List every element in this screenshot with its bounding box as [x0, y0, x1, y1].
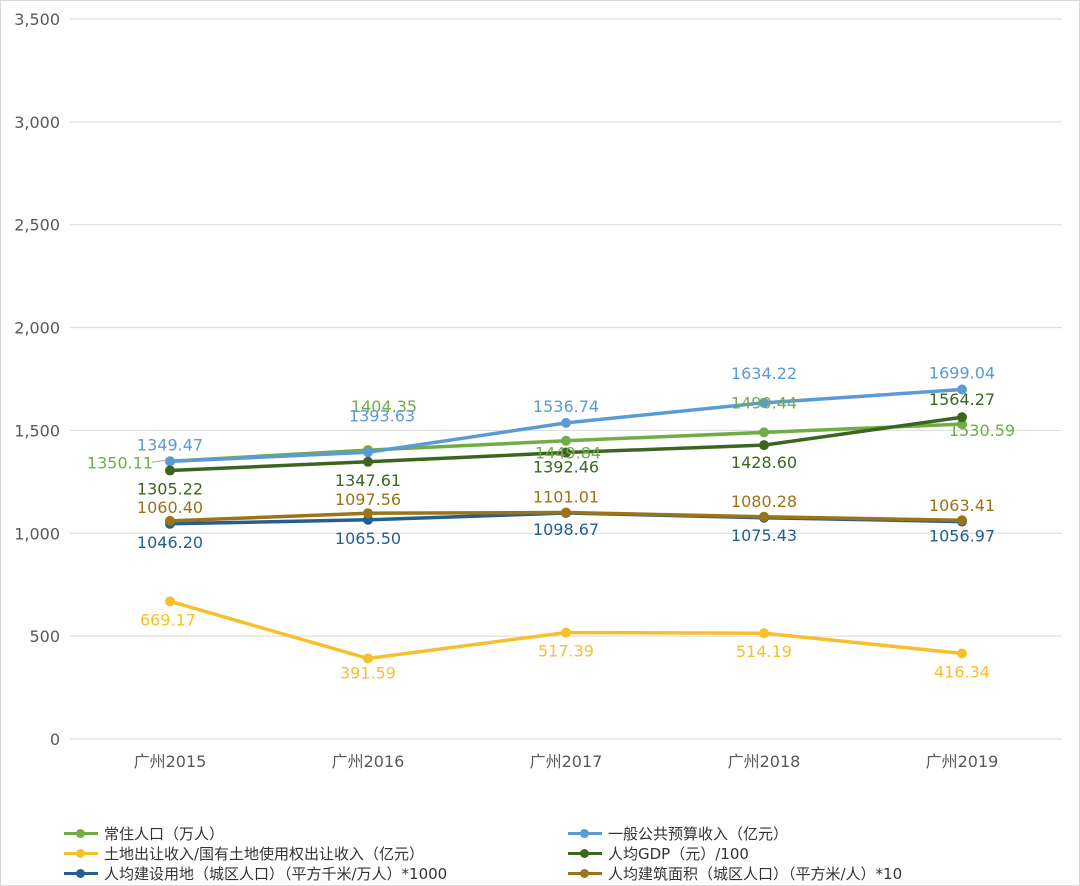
data-label: 1530.59 — [949, 421, 1015, 440]
data-label: 416.34 — [934, 662, 990, 681]
data-label: 1060.40 — [137, 498, 203, 517]
data-label: 1349.47 — [137, 435, 203, 454]
data-point — [759, 628, 769, 639]
data-label: 514.19 — [736, 642, 792, 661]
data-label: 1392.46 — [533, 458, 599, 477]
data-label: 1097.56 — [335, 490, 401, 509]
data-point — [363, 447, 373, 458]
data-point — [561, 417, 571, 428]
data-label: 1634.22 — [731, 364, 797, 383]
data-label: 1490.44 — [731, 393, 797, 412]
data-point — [561, 435, 571, 446]
data-point — [561, 447, 571, 458]
data-label: 391.59 — [340, 663, 396, 682]
data-point — [561, 507, 571, 518]
data-point — [165, 465, 175, 476]
y-tick-label: 500 — [29, 627, 60, 646]
y-tick-label: 0 — [50, 730, 60, 749]
data-label: 1428.60 — [731, 453, 797, 472]
data-label: 1305.22 — [137, 479, 203, 498]
data-label: 517.39 — [538, 642, 594, 661]
data-point — [165, 456, 175, 467]
data-point — [957, 515, 967, 526]
data-point — [759, 397, 769, 408]
x-tick-label: 广州2015 — [134, 752, 207, 771]
data-labels: 1350.11 1404.35 1449.84 1490.44 1530.59 1349.… — [87, 363, 1015, 682]
y-tick-label: 1,500 — [14, 421, 60, 440]
data-label: 1699.04 — [929, 363, 995, 382]
data-label: 1347.61 — [335, 471, 401, 490]
x-tick-label: 广州2018 — [728, 752, 801, 771]
data-point — [363, 508, 373, 519]
y-tick-label: 3,000 — [14, 113, 60, 132]
data-point — [759, 427, 769, 438]
data-label: 669.17 — [140, 610, 196, 629]
data-point — [561, 627, 571, 638]
x-axis: 广州2015 广州2016 广州2017 广州2018 广州2019 — [134, 752, 999, 771]
y-tick-label: 3,500 — [14, 10, 60, 29]
data-label: 1350.11 — [87, 453, 153, 472]
y-tick-label: 1,000 — [14, 524, 60, 543]
data-point — [957, 419, 967, 430]
data-label: 1536.74 — [533, 397, 599, 416]
data-point — [363, 653, 373, 664]
y-axis: 0 500 1,000 1,500 2,000 2,500 3,000 3,500 — [14, 10, 60, 749]
data-point — [759, 511, 769, 522]
data-point — [363, 456, 373, 467]
data-label: 1046.20 — [137, 533, 203, 552]
x-tick-label: 广州2019 — [926, 752, 999, 771]
data-label: 1063.41 — [929, 496, 995, 515]
y-tick-label: 2,000 — [14, 319, 60, 338]
data-label: 1080.28 — [731, 492, 797, 511]
data-label: 1065.50 — [335, 529, 401, 548]
data-point — [165, 515, 175, 526]
data-point — [165, 596, 175, 607]
data-label: 1404.35 — [351, 397, 417, 416]
data-point — [957, 412, 967, 423]
data-label: 1393.63 — [349, 406, 415, 425]
data-point — [957, 384, 967, 395]
data-point — [759, 440, 769, 451]
data-label: 1056.97 — [929, 527, 995, 546]
x-tick-label: 广州2017 — [530, 752, 603, 771]
data-label: 1098.67 — [533, 520, 599, 539]
data-label: 1564.27 — [929, 390, 995, 409]
label-leader-line — [151, 459, 167, 463]
series-points — [165, 384, 967, 664]
data-label: 1075.43 — [731, 526, 797, 545]
gridlines — [70, 18, 1062, 740]
data-label: 1101.01 — [533, 488, 599, 507]
x-tick-label: 广州2016 — [332, 752, 405, 771]
y-tick-label: 2,500 — [14, 216, 60, 235]
data-point — [957, 648, 967, 659]
data-label: 1449.84 — [535, 444, 601, 463]
